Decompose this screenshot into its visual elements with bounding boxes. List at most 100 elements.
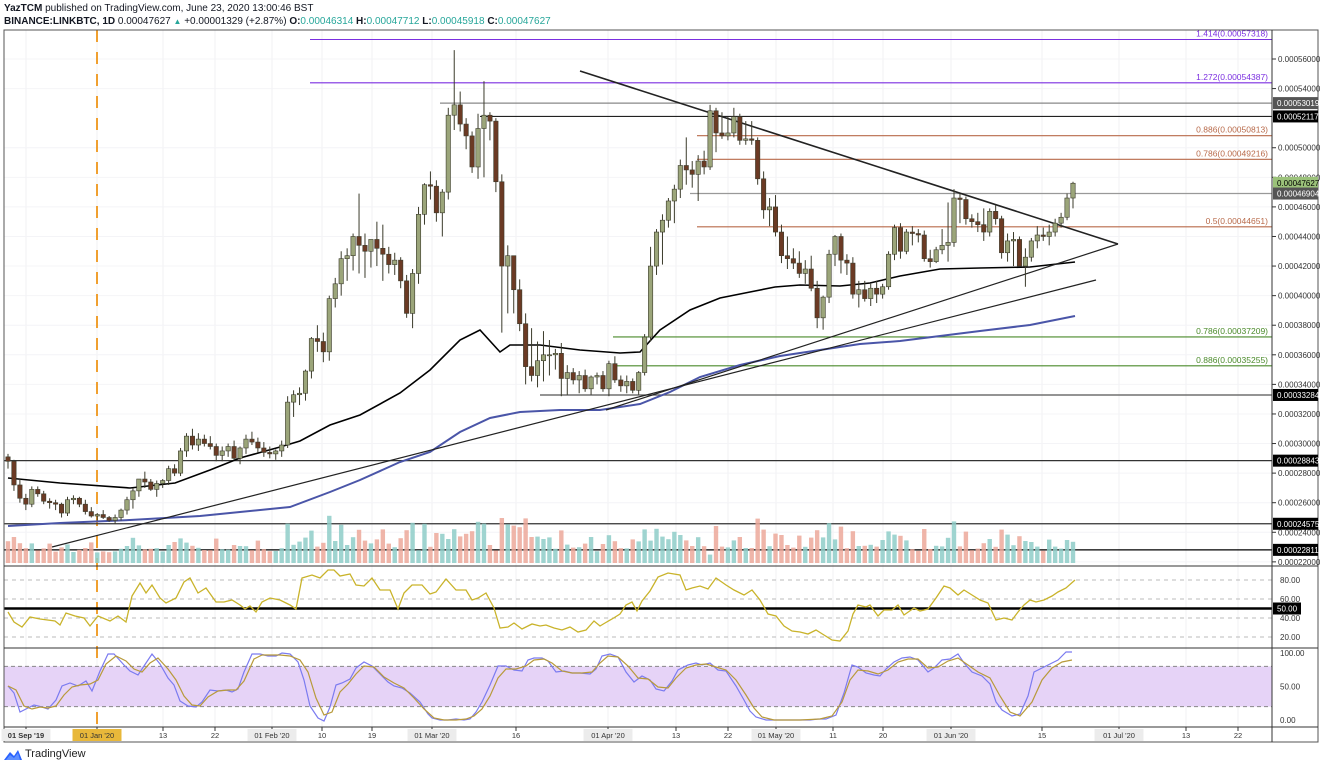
candle-body [439, 191, 445, 214]
price-label-badge [1273, 187, 1318, 200]
volume-bar [53, 551, 58, 563]
price-tick-label: 0.00040000 [1278, 292, 1321, 301]
volume-bar [65, 544, 70, 563]
candle-body [713, 110, 719, 134]
candle-body [903, 231, 909, 252]
publisher-line: YazTCM published on TradingView.com, Jun… [4, 2, 551, 15]
candle-body [183, 435, 189, 452]
volume-bar [172, 542, 177, 563]
volume-bar [142, 549, 148, 563]
candle-body [909, 231, 915, 234]
ascending-support-2-trendline[interactable] [51, 279, 1097, 548]
volume-bar [618, 548, 624, 563]
volume-bar [761, 529, 766, 563]
tradingview-logo-icon [4, 749, 22, 760]
symbol-label[interactable]: BINANCE:LINKBTC, 1D [4, 16, 116, 27]
volume-bar [344, 545, 350, 563]
candle-body [850, 262, 856, 295]
fibonacci-levels[interactable]: 1.414(0.00057318) 1.272(0.00054387) 0.886(… [310, 29, 1272, 367]
price-label-badge-text: 0.00022811 [1277, 546, 1319, 555]
volume-bar [904, 540, 909, 563]
low-label: L: [422, 16, 432, 27]
candle-body [297, 392, 303, 396]
volume-bar [553, 548, 558, 563]
candle-body [570, 372, 576, 381]
candle-body [552, 353, 558, 356]
volume-bar [285, 523, 290, 563]
candle-body [481, 114, 487, 129]
volume-bar [850, 531, 856, 563]
candle-body [410, 273, 416, 314]
low-value: 0.00045918 [431, 16, 485, 27]
volume-bar [362, 540, 368, 563]
volume-bar [666, 539, 671, 563]
descending-resistance-trendline[interactable] [579, 70, 1119, 245]
volume-bar [939, 546, 945, 563]
volume-bar [737, 537, 743, 563]
candle-body [463, 123, 469, 137]
price-tick-label: 0.00034000 [1278, 380, 1321, 389]
volume-bar [303, 537, 308, 563]
volume-bar [106, 552, 112, 563]
volume-bar [576, 547, 582, 563]
candle-body [100, 514, 106, 518]
candle-body [874, 287, 880, 295]
candle-body [380, 248, 386, 255]
price-label-badge [1273, 454, 1318, 467]
price-label-badge [1273, 97, 1318, 110]
trendlines[interactable] [51, 70, 1119, 548]
candle-body [933, 249, 939, 262]
candle-body [945, 242, 951, 246]
candle-body [856, 289, 862, 295]
publisher-name[interactable]: YazTCM [4, 3, 43, 14]
candle-body [826, 253, 832, 298]
candle-body [1040, 234, 1046, 237]
volume-bars [5, 515, 1076, 563]
candle-body [683, 165, 689, 171]
volume-bar [1047, 539, 1052, 563]
fib-level-label: 0.886(0.00035255) [1196, 355, 1268, 365]
candle-body [386, 253, 392, 265]
candle-body [249, 438, 255, 443]
volume-bar [571, 547, 576, 563]
volume-bar [624, 548, 629, 563]
candle-body [612, 363, 618, 381]
price-tick-label: 0.00026000 [1278, 499, 1321, 508]
candle-body [921, 234, 927, 259]
horizontal-levels[interactable] [4, 102, 1272, 551]
chart-frame [3, 29, 1319, 743]
volume-bar [469, 531, 475, 563]
volume-bar [987, 539, 992, 563]
candle-body [148, 481, 154, 490]
price-tick-label: 0.00028000 [1278, 469, 1321, 478]
candle-body [523, 323, 529, 367]
candle-body [1058, 216, 1064, 224]
close-value: 0.00047627 [497, 16, 551, 27]
candle-body [237, 447, 243, 459]
candle-body [320, 341, 326, 353]
price-label-badge-text: 0.00046904 [1277, 190, 1320, 199]
candle-body [1052, 222, 1058, 233]
volume-bar [594, 551, 600, 563]
time-tick-label: 01 May '20 [758, 731, 794, 740]
tradingview-logo[interactable]: TradingView [4, 748, 86, 760]
volume-bar [154, 548, 159, 563]
candle-body [142, 478, 148, 483]
candle-body [445, 114, 451, 193]
price-label-badge [1273, 110, 1318, 123]
volume-bar [797, 535, 802, 563]
candle-body [701, 160, 707, 168]
chart-header: YazTCM published on TradingView.com, Jun… [4, 2, 551, 28]
candle-body [969, 218, 975, 222]
time-tick-label: 16 [512, 731, 520, 740]
stoch-rsi-pane: 100.00 50.00 0.00 [4, 649, 1305, 725]
volume-bar [832, 539, 838, 563]
candle-body [767, 206, 773, 211]
volume-bar [969, 550, 975, 563]
candle-body [273, 450, 279, 455]
volume-bar [89, 542, 94, 563]
ascending-support-1-trendline[interactable] [605, 243, 1119, 411]
candle-body [350, 236, 356, 257]
candle-body [398, 259, 404, 282]
